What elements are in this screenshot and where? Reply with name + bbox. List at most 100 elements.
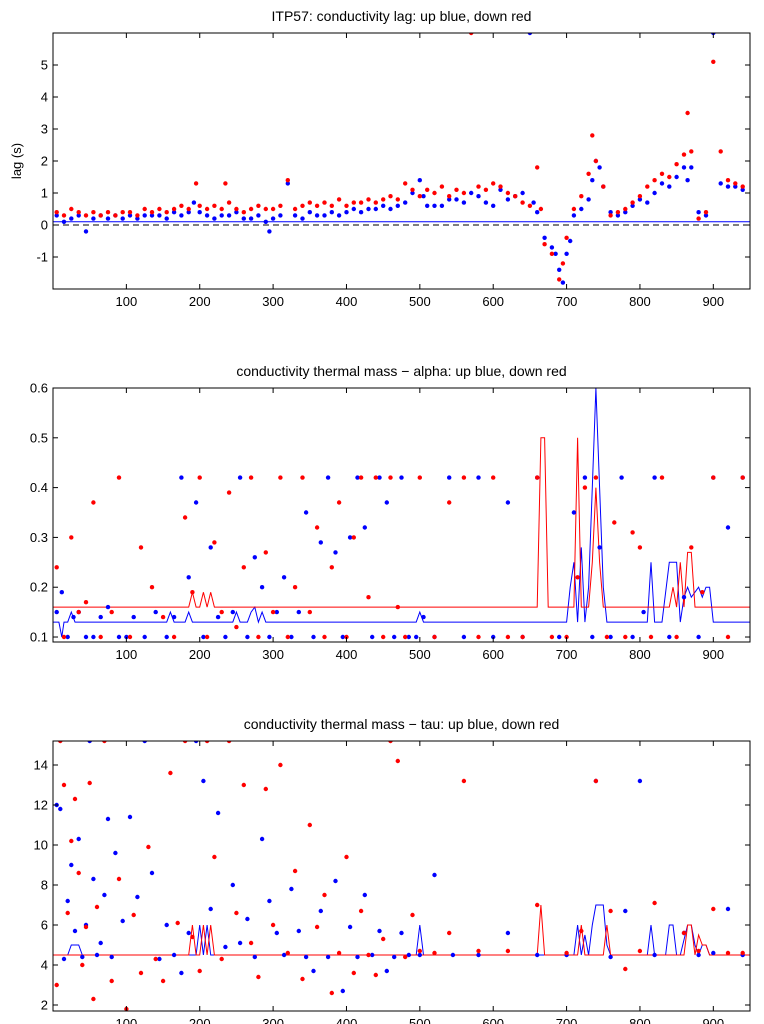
data-point-up bbox=[325, 954, 331, 960]
data-point-up bbox=[703, 213, 709, 218]
data-point-down bbox=[149, 585, 155, 590]
data-point-down bbox=[270, 206, 276, 212]
data-point-down bbox=[80, 962, 85, 968]
data-point-down bbox=[292, 868, 298, 874]
data-point-up bbox=[623, 908, 628, 914]
data-point-down bbox=[182, 741, 188, 744]
data-point-up bbox=[241, 216, 246, 221]
data-point-up bbox=[259, 585, 265, 590]
data-point-up bbox=[219, 213, 224, 218]
data-point-up bbox=[340, 634, 345, 640]
data-point-down bbox=[637, 948, 643, 954]
data-point-down bbox=[608, 213, 613, 218]
data-point-down bbox=[314, 525, 320, 530]
data-point-down bbox=[116, 876, 122, 882]
data-point-up bbox=[113, 850, 118, 856]
data-point-down bbox=[608, 908, 613, 914]
data-point-down bbox=[358, 475, 364, 480]
data-point-down bbox=[476, 948, 481, 954]
data-point-down bbox=[725, 178, 731, 183]
data-point-down bbox=[505, 634, 511, 640]
data-point-down bbox=[575, 575, 580, 580]
data-point-down bbox=[711, 475, 716, 480]
data-point-down bbox=[740, 475, 745, 480]
data-point-down bbox=[538, 206, 544, 212]
data-point-down bbox=[461, 778, 467, 784]
data-point-down bbox=[285, 178, 290, 183]
data-point-up bbox=[179, 475, 184, 480]
data-point-up bbox=[725, 906, 731, 912]
data-point-up bbox=[597, 165, 602, 170]
data-point-down bbox=[278, 475, 283, 480]
data-point-down bbox=[535, 475, 540, 480]
data-point-up bbox=[347, 924, 353, 930]
data-point-down bbox=[527, 203, 533, 208]
data-point-up bbox=[54, 213, 59, 218]
data-point-down bbox=[549, 251, 555, 256]
data-point-down bbox=[83, 213, 89, 218]
data-point-up bbox=[417, 952, 422, 958]
data-point-up bbox=[535, 952, 540, 958]
data-point-up bbox=[696, 634, 701, 640]
data-point-down bbox=[278, 203, 283, 208]
data-point-up bbox=[69, 862, 74, 868]
data-point-down bbox=[681, 152, 687, 157]
data-point-up bbox=[94, 952, 100, 958]
axes-frame bbox=[52, 387, 751, 643]
data-point-down bbox=[113, 213, 118, 218]
data-point-up bbox=[281, 952, 287, 958]
data-point-down bbox=[498, 184, 503, 189]
data-point-up bbox=[711, 950, 716, 956]
data-point-up bbox=[403, 200, 408, 205]
data-point-down bbox=[76, 870, 81, 876]
data-point-down bbox=[395, 197, 400, 202]
data-point-up bbox=[395, 203, 400, 208]
data-point-up bbox=[105, 216, 111, 221]
data-point-down bbox=[586, 171, 591, 176]
data-point-up bbox=[406, 634, 411, 640]
y-tick-label: 0.6 bbox=[30, 381, 48, 396]
data-point-down bbox=[292, 206, 298, 212]
data-point-down bbox=[491, 181, 496, 186]
data-point-up bbox=[667, 184, 672, 189]
data-point-down bbox=[98, 213, 103, 218]
data-point-down bbox=[505, 190, 511, 196]
data-point-up bbox=[439, 203, 445, 208]
x-tick-label: 900 bbox=[702, 1016, 724, 1024]
data-point-down bbox=[322, 200, 327, 205]
data-point-down bbox=[69, 206, 74, 212]
data-point-up bbox=[725, 184, 731, 189]
data-point-up bbox=[191, 200, 197, 205]
data-point-down bbox=[65, 910, 70, 916]
data-point-down bbox=[579, 194, 584, 199]
data-point-down bbox=[212, 854, 217, 860]
data-point-down bbox=[285, 634, 290, 640]
data-point-up bbox=[259, 836, 265, 842]
data-point-down bbox=[223, 181, 228, 186]
data-point-down bbox=[366, 197, 371, 202]
data-point-down bbox=[648, 634, 654, 640]
data-point-down bbox=[410, 912, 415, 918]
data-point-down bbox=[256, 203, 261, 208]
data-point-down bbox=[645, 184, 650, 189]
series-line-down-running bbox=[53, 904, 750, 956]
data-point-up bbox=[608, 210, 613, 215]
x-tick-label: 100 bbox=[116, 1016, 138, 1024]
data-point-up bbox=[142, 634, 147, 640]
data-point-down bbox=[344, 203, 349, 208]
data-point-down bbox=[476, 634, 481, 640]
data-point-up bbox=[450, 952, 456, 958]
data-point-down bbox=[314, 924, 320, 930]
data-point-down bbox=[711, 59, 716, 64]
data-point-down bbox=[226, 490, 232, 495]
data-point-up bbox=[98, 940, 103, 946]
data-point-up bbox=[318, 540, 323, 545]
x-tick-label: 300 bbox=[262, 1016, 284, 1024]
data-point-down bbox=[557, 277, 562, 282]
data-point-up bbox=[226, 213, 232, 218]
data-point-down bbox=[54, 982, 59, 988]
data-point-up bbox=[347, 535, 353, 540]
data-point-up bbox=[270, 216, 276, 221]
